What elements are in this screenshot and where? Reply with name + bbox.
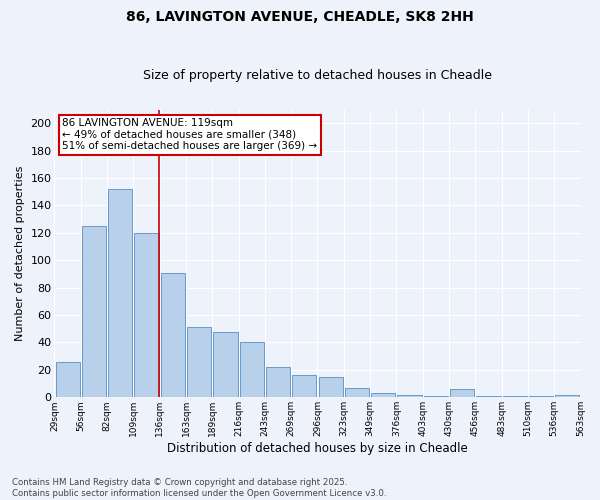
Bar	[108, 189, 133, 398]
Bar	[161, 272, 185, 398]
Bar	[424, 396, 448, 398]
Bar	[529, 396, 553, 398]
Bar	[450, 389, 474, 398]
Bar	[82, 226, 106, 398]
Bar	[239, 342, 264, 398]
Text: Contains HM Land Registry data © Crown copyright and database right 2025.
Contai: Contains HM Land Registry data © Crown c…	[12, 478, 386, 498]
Bar	[345, 388, 369, 398]
Title: Size of property relative to detached houses in Cheadle: Size of property relative to detached ho…	[143, 69, 492, 82]
Bar	[134, 233, 158, 398]
Text: 86, LAVINGTON AVENUE, CHEADLE, SK8 2HH: 86, LAVINGTON AVENUE, CHEADLE, SK8 2HH	[126, 10, 474, 24]
Y-axis label: Number of detached properties: Number of detached properties	[15, 166, 25, 341]
Bar	[397, 394, 422, 398]
X-axis label: Distribution of detached houses by size in Cheadle: Distribution of detached houses by size …	[167, 442, 468, 455]
Bar	[503, 396, 527, 398]
Bar	[476, 396, 500, 398]
Bar	[214, 332, 238, 398]
Bar	[555, 394, 580, 398]
Bar	[292, 376, 316, 398]
Text: 86 LAVINGTON AVENUE: 119sqm
← 49% of detached houses are smaller (348)
51% of se: 86 LAVINGTON AVENUE: 119sqm ← 49% of det…	[62, 118, 317, 152]
Bar	[187, 328, 211, 398]
Bar	[56, 362, 80, 398]
Bar	[371, 393, 395, 398]
Bar	[266, 367, 290, 398]
Bar	[319, 376, 343, 398]
